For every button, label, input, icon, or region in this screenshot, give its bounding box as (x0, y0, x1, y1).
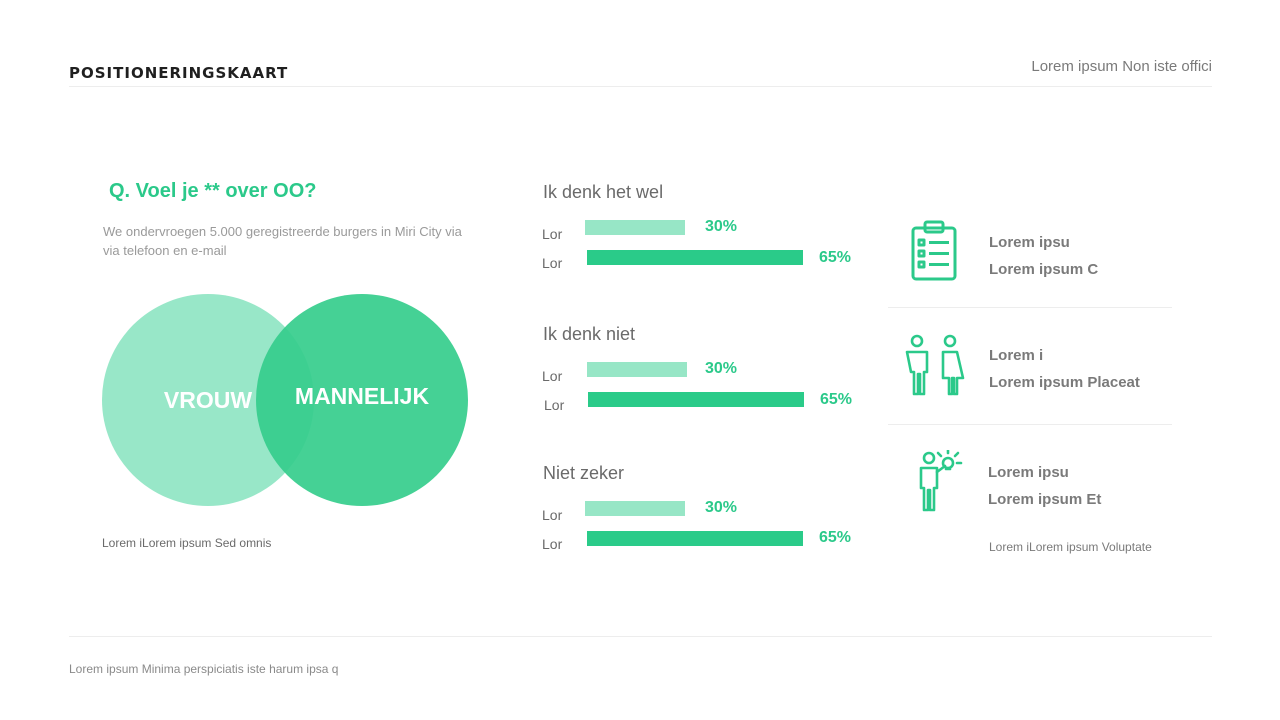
bar-dark (588, 392, 804, 407)
venn-diagram: VROUW MANNELIJK (102, 294, 468, 506)
venn-label-female: VROUW (164, 387, 252, 413)
bar-value: 30% (705, 499, 738, 516)
venn-circle-female (102, 294, 314, 506)
footer-divider (69, 636, 1212, 637)
bar-light (585, 220, 685, 235)
bar-light (585, 501, 685, 516)
header-divider (69, 86, 1212, 87)
top-right-note: Lorem ipsum Non iste offici (1031, 58, 1212, 75)
bar-value: 30% (705, 218, 738, 235)
side-item-line2: Lorem ipsum C (989, 261, 1099, 278)
bar-label: Lor (544, 397, 565, 413)
survey-question: Q. Voel je ** over OO? (109, 180, 317, 202)
side-item-line1: Lorem i (989, 347, 1044, 364)
venn-label-male: MANNELIJK (295, 383, 430, 409)
man-woman-icon (905, 334, 965, 396)
survey-description: We ondervroegen 5.000 geregistreerde bur… (103, 224, 462, 258)
footer-note: Lorem ipsum Minima perspiciatis iste har… (69, 662, 339, 676)
side-item-line1: Lorem ipsu (988, 464, 1069, 481)
bar-group-title-3: Niet zeker (543, 463, 625, 483)
side-divider (888, 424, 1172, 425)
bar-value: 30% (705, 360, 738, 377)
bar-group-title-2: Ik denk niet (543, 324, 636, 344)
side-caption: Lorem iLorem ipsum Voluptate (989, 540, 1152, 554)
bar-value: 65% (819, 529, 852, 546)
venn-caption: Lorem iLorem ipsum Sed omnis (102, 536, 272, 550)
bar-value: 65% (820, 391, 853, 408)
bar-value: 65% (819, 249, 852, 266)
bar-label: Lor (542, 226, 563, 242)
bar-light (587, 362, 687, 377)
venn-circle-male (256, 294, 468, 506)
bar-label: Lor (542, 507, 563, 523)
side-item-line2: Lorem ipsum Placeat (989, 374, 1140, 391)
side-item-line2: Lorem ipsum Et (988, 491, 1102, 508)
bar-group-title-1: Ik denk het wel (543, 182, 664, 202)
bar-dark (587, 531, 803, 546)
bar-dark (587, 250, 803, 265)
bar-label: Lor (542, 536, 563, 552)
clipboard-list-icon (911, 220, 957, 281)
bar-label: Lor (542, 255, 563, 271)
side-divider (888, 307, 1172, 308)
bar-label: Lor (542, 368, 563, 384)
page-title: POSITIONERINGSKAART (69, 64, 289, 82)
person-idea-icon (919, 450, 963, 512)
side-item-line1: Lorem ipsu (989, 234, 1070, 251)
